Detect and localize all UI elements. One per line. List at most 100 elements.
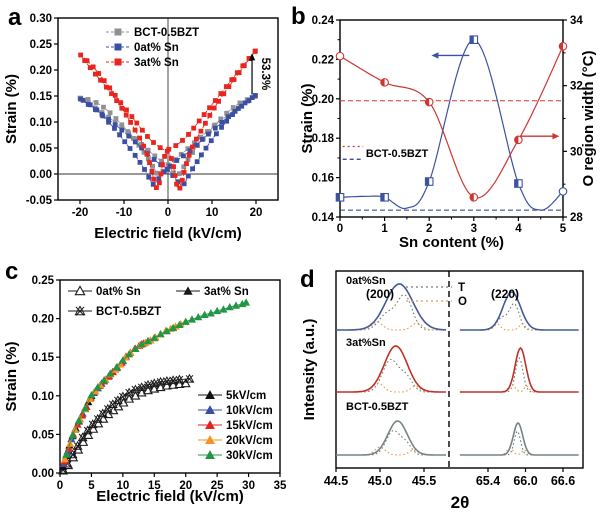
series-O region width (335, 41, 568, 202)
svg-text:0.05: 0.05 (32, 429, 55, 441)
svg-text:0.25: 0.25 (32, 275, 55, 287)
svg-text:0: 0 (337, 223, 343, 235)
svg-text:Strain (%): Strain (%) (3, 341, 20, 411)
svg-text:10: 10 (116, 480, 129, 492)
legend: BCT-0.5BZT 0at% Sn 3at% Sn (106, 27, 199, 69)
reference-lines (340, 100, 563, 211)
panel-a-chart: -20 -10 0 10 20 -0.05 0.00 0.05 0.10 0.15 0.20 0.25… (3, 13, 279, 242)
svg-text:30kV/cm: 30kV/cm (226, 450, 273, 462)
svg-text:Electric field (kV/cm): Electric field (kV/cm) (94, 225, 242, 242)
svg-text:45.0: 45.0 (368, 474, 392, 488)
svg-text:0.10: 0.10 (32, 391, 54, 403)
svg-text:Strain (%): Strain (%) (300, 83, 316, 153)
svg-text:Electric field (kV/cm): Electric field (kV/cm) (96, 488, 244, 505)
svg-text:-10: -10 (116, 207, 133, 219)
svg-text:1: 1 (381, 223, 388, 235)
svg-text:(220): (220) (491, 287, 519, 301)
svg-text:0.00: 0.00 (30, 169, 52, 181)
reference-legend: BCT-0.5BZT (342, 145, 429, 160)
panel-b-chart: 0 1 2 3 4 50.140.160.180.200.220.2428303234BC… (300, 15, 597, 251)
series-15kV/cm (60, 333, 159, 465)
svg-text:0.10: 0.10 (30, 117, 52, 129)
svg-text:5: 5 (88, 480, 95, 492)
svg-text:0.00: 0.00 (32, 468, 54, 480)
svg-text:0at% Sn: 0at% Sn (134, 42, 179, 54)
series-BCT-0.5BZT (58, 373, 195, 475)
series-3at% Sn (78, 48, 258, 191)
svg-text:-20: -20 (72, 207, 89, 219)
svg-text:0.15: 0.15 (30, 91, 53, 103)
svg-text:25: 25 (211, 480, 224, 492)
svg-text:10kV/cm: 10kV/cm (226, 405, 273, 417)
svg-text:BCT-0.5BZT: BCT-0.5BZT (134, 27, 199, 39)
svg-text:0.22: 0.22 (312, 54, 334, 66)
panel-d-label: d (300, 266, 315, 293)
svg-text:35: 35 (274, 480, 287, 492)
panel-c-label: c (5, 258, 19, 285)
svg-text:2θ: 2θ (451, 493, 470, 512)
panel-a-label: a (8, 4, 22, 31)
svg-text:5kV/cm: 5kV/cm (226, 390, 266, 402)
svg-text:20kV/cm: 20kV/cm (226, 435, 273, 447)
svg-text:2: 2 (426, 223, 432, 235)
svg-text:Intensity (a.u.): Intensity (a.u.) (301, 319, 318, 421)
svg-text:4: 4 (515, 223, 522, 235)
svg-text:0.24: 0.24 (312, 15, 335, 27)
svg-text:0at% Sn: 0at% Sn (96, 286, 141, 298)
svg-text:3at% Sn: 3at% Sn (204, 286, 249, 298)
axes: -20 -10 0 10 20 -0.05 0.00 0.05 0.10 0.15 0.20 0.25… (26, 13, 279, 219)
svg-text:-0.05: -0.05 (26, 195, 53, 207)
svg-text:53.3%: 53.3% (259, 58, 271, 91)
svg-text:T: T (458, 282, 465, 294)
annotation-53-percent: 53.3% (248, 53, 271, 95)
svg-text:0.16: 0.16 (312, 173, 334, 185)
svg-text:Strain (%): Strain (%) (3, 74, 20, 144)
legend-fields: 5kV/cm 10kV/cm 15kV/cm 20kV/cm 30kV/cm (198, 390, 273, 462)
svg-text:10: 10 (206, 207, 219, 219)
svg-text:30: 30 (570, 146, 583, 158)
svg-text:20: 20 (179, 480, 192, 492)
svg-text:BCT-0.5BZT: BCT-0.5BZT (366, 148, 429, 160)
axes: 44.5 45.0 45.5 65.4 66.0 66.6 (324, 270, 584, 488)
panel-c-chart: 0 5 10 15 20 25 30 35 0.00 0.05 0.10 0.15 0.20 0.25 0a… (3, 275, 287, 505)
svg-text:20: 20 (250, 207, 263, 219)
svg-text:32: 32 (570, 81, 583, 93)
svg-text:0.05: 0.05 (30, 143, 53, 155)
xrd-row-3at%Sn: 3at%Sn (336, 337, 579, 393)
svg-text:0: 0 (165, 207, 171, 219)
panel-b-label: b (291, 3, 306, 30)
svg-text:45.5: 45.5 (412, 474, 436, 488)
svg-text:0.20: 0.20 (312, 94, 334, 106)
svg-text:BCT-0.5BZT: BCT-0.5BZT (96, 306, 161, 318)
svg-text:0.25: 0.25 (30, 39, 53, 51)
svg-text:BCT-0.5BZT: BCT-0.5BZT (346, 401, 409, 413)
svg-text:0.20: 0.20 (32, 314, 54, 326)
svg-text:O region width (°C): O region width (°C) (580, 51, 597, 187)
direction-arrows (431, 52, 560, 140)
svg-text:Sn content (%): Sn content (%) (399, 234, 504, 251)
svg-text:5: 5 (560, 223, 567, 235)
panel-d-chart: 44.5 45.0 45.5 65.4 66.0 66.6 0at%Sn 3at%Sn BCT-… (301, 270, 584, 512)
svg-text:3at% Sn: 3at% Sn (134, 57, 179, 69)
svg-text:0.30: 0.30 (30, 13, 52, 25)
svg-text:0.15: 0.15 (32, 352, 55, 364)
svg-text:30: 30 (242, 480, 255, 492)
svg-text:34: 34 (570, 15, 583, 27)
xrd-row-BCT-0.5BZT: BCT-0.5BZT (336, 401, 579, 456)
svg-text:28: 28 (570, 212, 583, 224)
svg-text:3: 3 (471, 223, 477, 235)
svg-text:15kV/cm: 15kV/cm (226, 420, 273, 432)
svg-text:65.4: 65.4 (476, 474, 500, 488)
series-30kV/cm (62, 298, 251, 458)
axes: 0 5 10 15 20 25 30 35 0.00 0.05 0.10 0.15 0.20 0.25 (32, 275, 287, 492)
svg-text:15: 15 (148, 480, 161, 492)
svg-text:O: O (458, 296, 467, 308)
svg-text:0.18: 0.18 (312, 133, 335, 145)
legend-materials: 0at% Sn 3at% Sn BCT-0.5BZT (68, 285, 249, 318)
xrd-row-0at%Sn: 0at%Sn (336, 275, 579, 331)
svg-text:0.20: 0.20 (30, 65, 52, 77)
svg-text:0: 0 (57, 480, 63, 492)
svg-text:66.6: 66.6 (551, 474, 575, 488)
svg-text:(200): (200) (366, 287, 394, 301)
